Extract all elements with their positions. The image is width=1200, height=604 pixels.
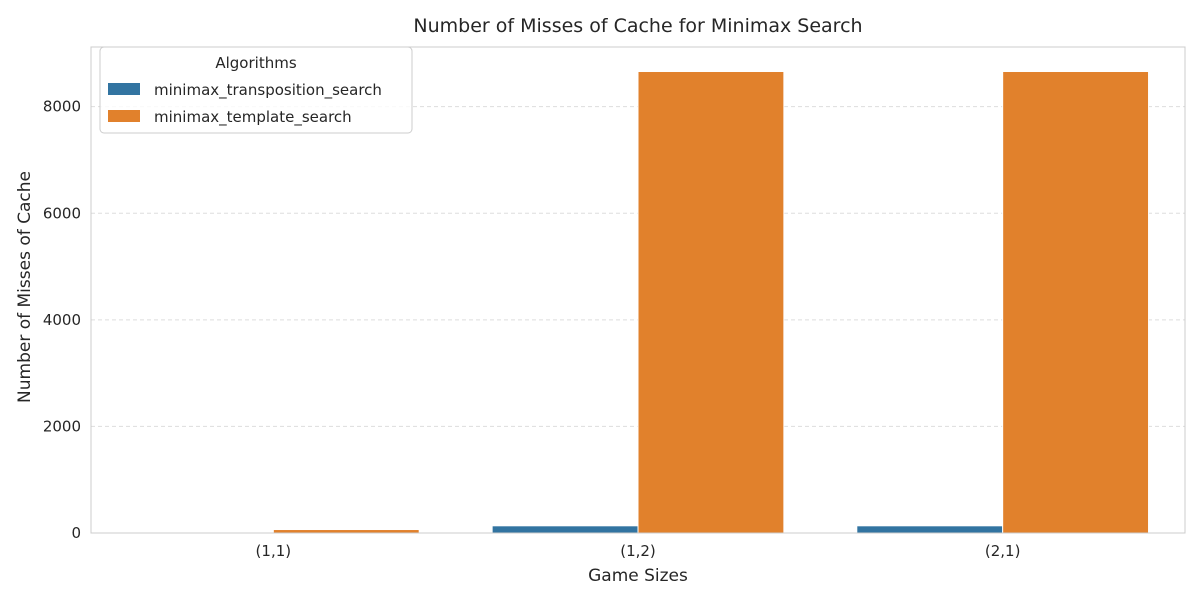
legend-label-transposition: minimax_transposition_search bbox=[154, 81, 382, 100]
y-tick-label: 0 bbox=[71, 524, 81, 542]
legend-label-template: minimax_template_search bbox=[154, 108, 352, 127]
y-axis-label: Number of Misses of Cache bbox=[15, 171, 35, 403]
chart-title: Number of Misses of Cache for Minimax Se… bbox=[413, 15, 862, 37]
x-tick-label: (1,1) bbox=[256, 542, 292, 560]
y-tick-label: 6000 bbox=[43, 204, 81, 222]
legend-title: Algorithms bbox=[215, 54, 296, 72]
legend-swatch-template bbox=[108, 110, 140, 122]
y-tick-label: 4000 bbox=[43, 311, 81, 329]
legend: Algorithms minimax_transposition_search … bbox=[100, 47, 412, 133]
x-tick-label: (1,2) bbox=[620, 542, 656, 560]
bar-template-0 bbox=[273, 530, 419, 533]
bar-transposition-2 bbox=[857, 526, 1003, 533]
y-tick-label: 8000 bbox=[43, 98, 81, 116]
bar-template-2 bbox=[1003, 72, 1149, 533]
x-axis-label: Game Sizes bbox=[588, 566, 688, 586]
bar-template-1 bbox=[638, 72, 784, 533]
legend-swatch-transposition bbox=[108, 83, 140, 95]
y-tick-label: 2000 bbox=[43, 417, 81, 435]
bar-transposition-1 bbox=[492, 526, 638, 533]
x-tick-label: (2,1) bbox=[985, 542, 1021, 560]
